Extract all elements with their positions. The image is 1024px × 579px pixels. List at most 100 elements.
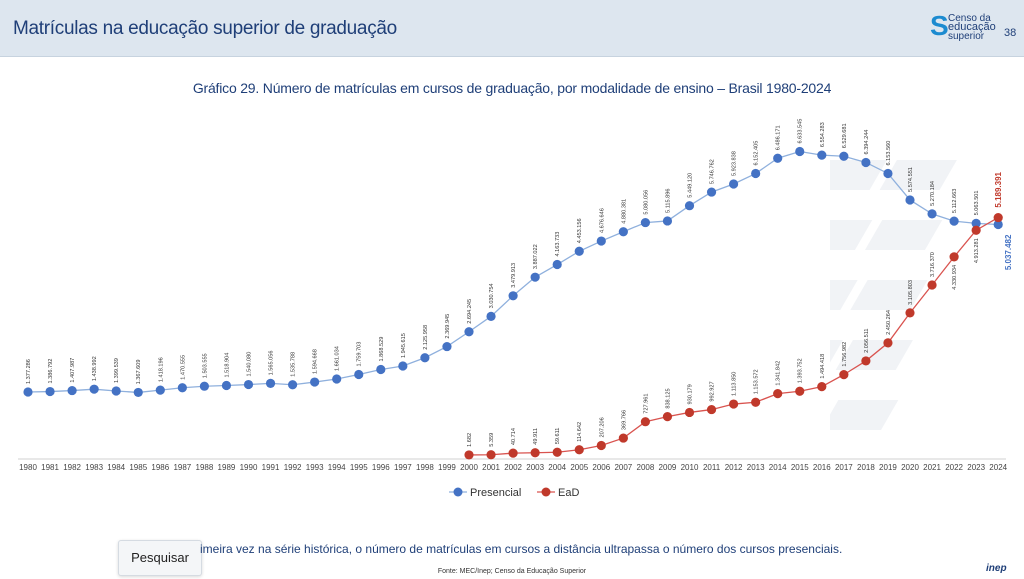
data-point-presencial: [332, 374, 342, 384]
data-point-presencial: [795, 146, 805, 157]
data-point-presencial: [773, 153, 783, 163]
data-label-presencial: 1.868.529: [379, 337, 385, 362]
data-label-presencial: 1.565.056: [269, 351, 275, 376]
data-point-ead: [530, 448, 540, 458]
data-point-ead: [684, 407, 695, 418]
data-label-presencial: 1.418.196: [158, 357, 164, 382]
header-bar: Matrículas na educação superior de gradu…: [0, 0, 1024, 57]
data-point-presencial: [640, 217, 651, 228]
data-point-ead: [861, 356, 871, 366]
footer-note: imeira vez na série histórica, o número …: [200, 542, 843, 556]
data-label-presencial: 5.574.551: [908, 167, 914, 192]
data-point-presencial: [861, 157, 871, 168]
data-point-presencial: [243, 379, 254, 390]
data-label-ead: 59.611: [555, 428, 561, 445]
x-tick-label: 2023: [967, 463, 985, 472]
data-label-ead: 4.913.281: [974, 238, 980, 263]
data-point-ead: [618, 433, 628, 443]
data-label-presencial: 1.367.609: [136, 360, 142, 385]
data-point-presencial: [993, 219, 1003, 230]
x-tick-label: 1993: [306, 463, 324, 472]
data-label-presencial: 4.880.381: [621, 199, 627, 224]
data-label-ead: 3.716.370: [930, 252, 936, 277]
data-label-ead: 369.766: [621, 410, 627, 430]
data-label-presencial: 2.694.245: [467, 299, 473, 324]
x-tick-label: 2002: [504, 463, 522, 472]
data-point-presencial: [310, 377, 320, 387]
x-tick-label: 1986: [151, 463, 169, 472]
data-label-presencial: 5.115.896: [665, 188, 671, 212]
data-point-ead: [640, 417, 651, 427]
search-button[interactable]: Pesquisar: [118, 540, 202, 576]
x-tick-label: 2021: [923, 463, 941, 472]
data-point-presencial: [111, 386, 121, 396]
data-label-presencial: 4.453.156: [577, 218, 583, 243]
inep-logo: inep: [986, 563, 1007, 574]
x-tick-label: 2003: [526, 463, 544, 472]
data-point-ead: [773, 389, 783, 399]
data-point-presencial: [706, 187, 717, 197]
data-point-presencial: [133, 387, 143, 398]
x-tick-label: 1985: [129, 463, 147, 472]
x-tick-label: 2013: [747, 463, 765, 472]
data-point-presencial: [486, 311, 496, 321]
data-point-presencial: [288, 380, 298, 390]
data-point-ead: [883, 338, 893, 348]
data-point-presencial: [67, 385, 77, 396]
data-label-presencial: 1.540.080: [247, 352, 253, 377]
data-point-presencial: [155, 385, 165, 395]
data-label-presencial: 5.449.120: [688, 173, 694, 198]
x-tick-label: 1980: [19, 463, 37, 472]
data-label-ead: 3.105.803: [908, 280, 914, 305]
data-point-ead: [486, 450, 496, 460]
data-label-ead: 1.113.850: [732, 372, 738, 396]
data-point-ead: [596, 440, 606, 451]
data-label-presencial: 5.270.184: [930, 181, 936, 206]
data-point-presencial: [684, 201, 695, 211]
x-tick-label: 1982: [63, 463, 81, 472]
data-point-presencial: [398, 361, 408, 371]
data-point-presencial: [662, 216, 673, 226]
x-tick-label: 2000: [460, 463, 478, 472]
censo-logo-icon: S: [930, 10, 949, 41]
page-title: Matrículas na educação superior de gradu…: [13, 18, 397, 39]
data-label-presencial: 5.037.482: [1004, 234, 1013, 270]
x-tick-label: 2001: [482, 463, 500, 472]
data-point-presencial: [883, 168, 893, 179]
x-tick-label: 1983: [85, 463, 103, 472]
data-point-ead: [552, 447, 562, 457]
x-tick-label: 1998: [416, 463, 434, 472]
data-label-ead: 2.450.264: [886, 310, 892, 335]
legend-marker-presencial: [453, 487, 463, 497]
data-label-ead: 1.341.842: [776, 361, 782, 386]
data-label-presencial: 1.945.615: [401, 333, 407, 358]
data-point-presencial: [949, 216, 959, 226]
censo-logo-text: Censo da educação superior: [948, 13, 996, 42]
x-tick-label: 2024: [989, 463, 1007, 472]
data-label-presencial: 6.633.545: [798, 119, 804, 144]
data-label-presencial: 1.759.703: [357, 342, 363, 367]
x-tick-label: 1989: [218, 463, 236, 472]
background-decoration: [830, 160, 957, 430]
legend-label-ead: EaD: [558, 487, 579, 499]
data-label-ead: 1.393.752: [798, 358, 804, 383]
source-note: Fonte: MEC/Inep; Censo da Educação Super…: [437, 568, 587, 575]
x-tick-label: 1992: [284, 463, 302, 472]
data-point-presencial: [927, 209, 937, 219]
data-label-presencial: 6.554.283: [820, 122, 826, 147]
x-tick-label: 1995: [350, 463, 368, 472]
data-label-presencial: 3.030.754: [489, 283, 495, 308]
data-point-presencial: [905, 195, 915, 205]
legend-label-presencial: Presencial: [470, 487, 521, 499]
data-label-presencial: 1.470.555: [180, 355, 186, 380]
chart-title: Gráfico 29. Número de matrículas em curs…: [192, 80, 832, 96]
x-tick-label: 1981: [41, 463, 59, 472]
data-point-presencial: [508, 291, 518, 301]
data-point-ead: [839, 370, 849, 380]
x-tick-label: 2019: [879, 463, 897, 472]
legend-marker-ead: [541, 487, 551, 497]
data-point-ead: [729, 399, 739, 409]
data-point-presencial: [23, 387, 33, 397]
x-tick-label: 2022: [945, 463, 963, 472]
data-label-presencial: 6.394.244: [864, 130, 870, 155]
